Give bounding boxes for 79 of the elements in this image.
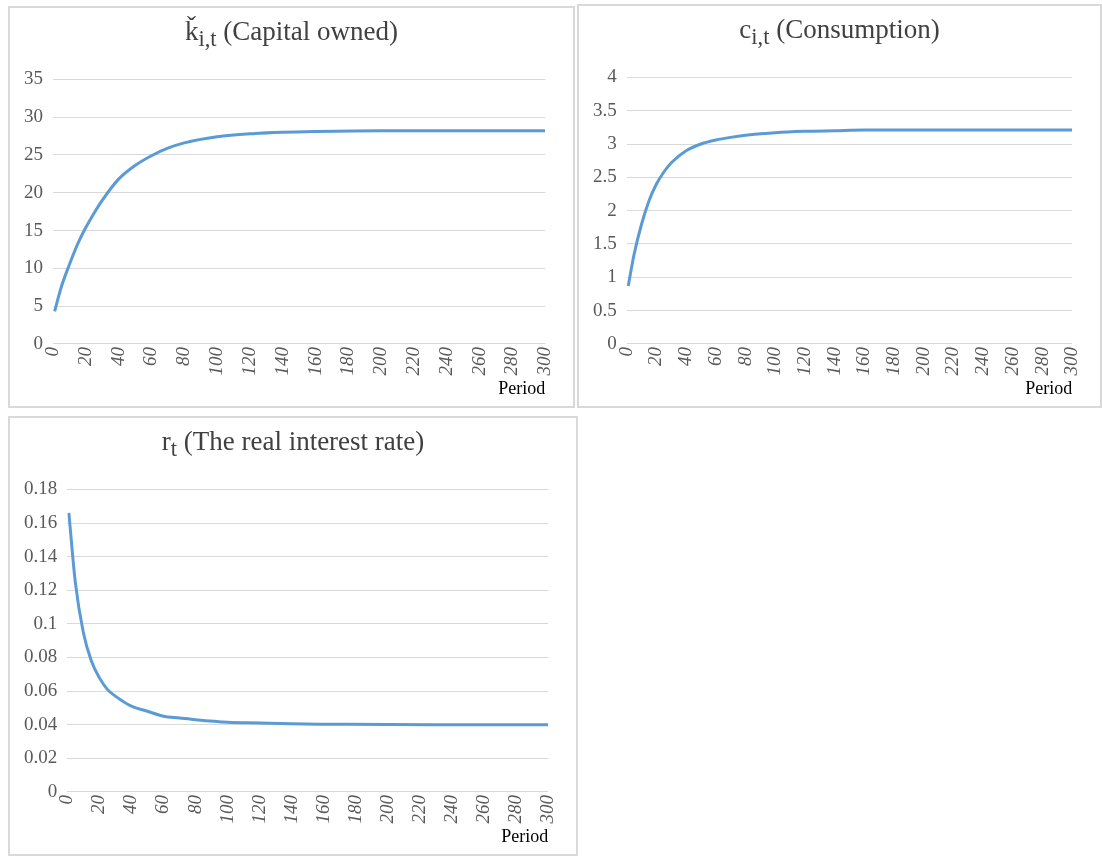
- x-tick-label: 260: [1000, 346, 1022, 376]
- x-tick-label: 140: [822, 346, 844, 376]
- x-tick-label: 40: [674, 346, 696, 366]
- x-tick-label: 300: [533, 346, 555, 377]
- x-tick-label: 260: [472, 794, 494, 824]
- x-tick-label: 80: [172, 346, 194, 366]
- x-tick-label: 280: [1030, 346, 1052, 376]
- x-tick-label: 20: [644, 346, 666, 366]
- x-tick-label: 220: [941, 346, 963, 376]
- x-tick-label: 100: [215, 794, 237, 824]
- y-tick-label: 3.5: [593, 98, 617, 120]
- y-tick-label: 35: [24, 67, 43, 89]
- x-tick-label: 0: [55, 794, 77, 805]
- x-tick-label: 60: [151, 794, 173, 814]
- y-tick-label: 0.5: [593, 298, 617, 320]
- x-tick-label: 280: [504, 794, 526, 824]
- x-tick-label: 240: [971, 346, 993, 376]
- x-tick-label: 20: [73, 346, 95, 366]
- x-tick-label: 120: [237, 346, 259, 376]
- y-tick-label: 0.02: [24, 746, 58, 768]
- chart-title: r$_{t}$ (The real interest rate): [160, 426, 426, 463]
- x-axis-title: Period: [498, 377, 546, 398]
- x-tick-label: 160: [311, 794, 333, 824]
- x-tick-label: 60: [703, 346, 725, 366]
- y-tick-label: 15: [24, 218, 43, 240]
- x-tick-label: 180: [336, 346, 358, 376]
- x-tick-label: 80: [733, 346, 755, 366]
- y-tick-label: 1: [607, 265, 617, 287]
- x-tick-label: 100: [205, 346, 227, 376]
- x-tick-label: 120: [247, 794, 269, 824]
- y-tick-label: 20: [24, 180, 43, 202]
- line-series: [53, 129, 546, 313]
- y-tick-label: 4: [607, 65, 618, 87]
- y-tick-label: 0.06: [24, 679, 58, 701]
- y-tick-label: 0.08: [24, 645, 58, 667]
- x-tick-label: 200: [911, 346, 933, 376]
- chart-title: ǩ$_{i,t}$ (Capital owned): [183, 16, 400, 53]
- line-series: [626, 128, 1073, 288]
- y-tick-label: 30: [24, 105, 43, 127]
- x-tick-label: 140: [270, 346, 292, 376]
- x-axis-title: Period: [1025, 377, 1073, 398]
- y-tick-label: 0.18: [24, 477, 58, 499]
- x-tick-label: 180: [343, 794, 365, 824]
- y-tick-label: 5: [33, 294, 43, 316]
- x-tick-label: 280: [500, 346, 522, 376]
- x-tick-label: 20: [87, 794, 109, 814]
- x-tick-label: 100: [763, 346, 785, 376]
- y-tick-label: 0.14: [24, 544, 58, 566]
- x-tick-label: 200: [369, 346, 391, 376]
- x-tick-label: 220: [407, 794, 429, 824]
- y-tick-label: 0.12: [24, 578, 58, 600]
- x-tick-label: 120: [792, 346, 814, 376]
- y-tick-label: 10: [24, 256, 43, 278]
- x-axis-title: Period: [501, 825, 549, 846]
- x-tick-label: 140: [279, 794, 301, 824]
- x-tick-label: 300: [1060, 346, 1082, 377]
- y-tick-label: 2.5: [593, 165, 617, 187]
- x-tick-label: 220: [401, 346, 423, 376]
- y-tick-label: 0.16: [24, 511, 58, 532]
- x-tick-label: 40: [106, 346, 128, 366]
- y-tick-label: 0.1: [33, 611, 58, 633]
- y-tick-label: 0.04: [24, 712, 58, 734]
- x-tick-label: 240: [440, 794, 462, 824]
- y-tick-label: 1.5: [593, 231, 617, 253]
- x-tick-label: 60: [139, 346, 161, 366]
- x-tick-label: 160: [303, 346, 325, 376]
- y-tick-label: 25: [24, 142, 43, 164]
- line-series: [67, 511, 549, 727]
- y-tick-label: 3: [607, 132, 617, 154]
- y-tick-label: 2: [607, 198, 617, 220]
- x-tick-label: 300: [536, 794, 558, 825]
- x-tick-label: 200: [375, 794, 397, 824]
- x-tick-label: 80: [183, 794, 205, 814]
- x-tick-label: 180: [882, 346, 904, 376]
- x-tick-label: 160: [852, 346, 874, 376]
- chart-title: c$_{i,t}$ (Consumption): [738, 14, 941, 51]
- x-tick-label: 240: [434, 346, 456, 376]
- x-tick-label: 260: [467, 346, 489, 376]
- x-tick-label: 40: [119, 794, 141, 814]
